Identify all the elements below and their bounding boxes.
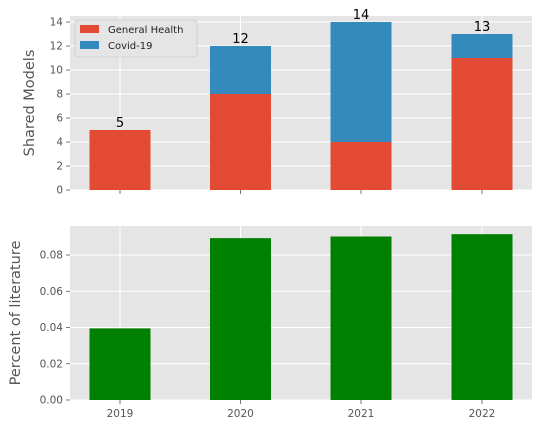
top-y-tick-labels: 0 2 4 6 8 10 12 14 (50, 17, 70, 197)
y-tick-label: 6 (56, 113, 63, 125)
total-label-2019: 5 (116, 116, 124, 131)
y-tick-label: 0.08 (40, 250, 63, 262)
y-tick-label: 0.06 (40, 286, 64, 298)
bar-general-health-2022 (452, 58, 513, 190)
bar-literature-2021 (331, 237, 392, 400)
bottom-x-tick-labels: 2019 2020 2021 2022 (107, 400, 496, 420)
bar-covid-19-2021 (331, 22, 392, 142)
bar-literature-2022 (452, 234, 513, 400)
y-tick-label: 0.00 (40, 395, 63, 407)
bar-general-health-2019 (90, 130, 151, 190)
x-tick-label: 2022 (469, 408, 496, 420)
legend-label-covid-19: Covid-19 (108, 41, 152, 52)
y-tick-label: 0.02 (40, 358, 63, 370)
total-label-2022: 13 (474, 20, 491, 35)
top-subplot: 5 12 14 13 0 2 4 6 8 10 12 14 Shared Models Genera… (22, 8, 532, 197)
bottom-subplot: 0.00 0.02 0.04 0.06 0.08 2019 2020 2021 2022 Pe… (8, 226, 532, 420)
x-tick-label: 2019 (107, 408, 134, 420)
x-tick-label: 2021 (348, 408, 375, 420)
legend: General Health Covid-19 (75, 20, 197, 57)
bar-literature-2020 (210, 238, 271, 400)
top-x-tick-marks (120, 190, 482, 194)
y-tick-label: 14 (50, 17, 64, 29)
bottom-y-tick-labels: 0.00 0.02 0.04 0.06 0.08 (40, 250, 70, 407)
bar-covid-19-2020 (210, 46, 271, 94)
top-y-axis-label: Shared Models (22, 50, 38, 157)
bar-general-health-2020 (210, 94, 271, 190)
total-label-2020: 12 (232, 32, 249, 47)
total-label-2021: 14 (353, 8, 370, 23)
y-tick-label: 8 (56, 89, 63, 101)
y-tick-label: 12 (50, 41, 63, 53)
legend-label-general-health: General Health (108, 25, 183, 36)
legend-swatch-covid-19 (80, 41, 99, 49)
bottom-y-axis-label: Percent of literature (8, 241, 24, 386)
y-tick-label: 0.04 (40, 322, 64, 334)
bar-covid-19-2022 (452, 34, 513, 58)
y-tick-label: 10 (50, 65, 63, 77)
legend-swatch-general-health (80, 25, 99, 33)
y-tick-label: 0 (56, 185, 63, 197)
y-tick-label: 4 (56, 137, 63, 149)
y-tick-label: 2 (56, 161, 63, 173)
x-tick-label: 2020 (227, 408, 254, 420)
bar-literature-2019 (90, 328, 151, 400)
bar-general-health-2021 (331, 142, 392, 190)
